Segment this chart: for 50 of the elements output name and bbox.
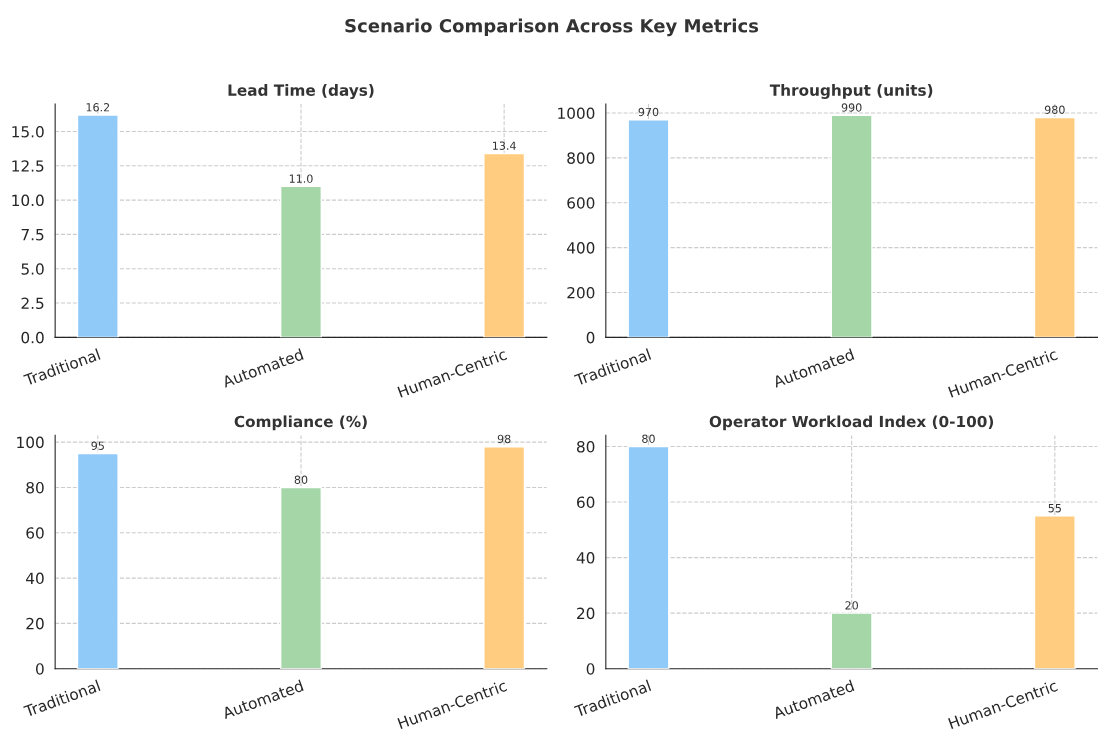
- y-tick-label: 200: [567, 286, 595, 299]
- y-tick-label: 0: [36, 663, 44, 675]
- y-tick-label: 15.0: [12, 125, 44, 138]
- data-label: 13.4: [493, 141, 516, 150]
- data-label: 970: [638, 107, 659, 117]
- y-tick-label: 0: [586, 663, 595, 675]
- data-label: 980: [1044, 105, 1065, 114]
- y-tick-label: 0: [586, 331, 595, 344]
- bar: [830, 612, 873, 669]
- y-tick-label: 40: [26, 572, 44, 585]
- y-tick-label: 800: [567, 152, 595, 164]
- data-label: 16.2: [86, 103, 110, 112]
- bar: [76, 114, 119, 338]
- y-tick-label: 400: [566, 242, 595, 254]
- data-label: 11.0: [289, 174, 313, 183]
- bar: [279, 185, 322, 338]
- data-label: 80: [294, 475, 308, 484]
- y-tick-label: 60: [577, 496, 595, 509]
- chart-title: Throughput (units): [769, 84, 933, 99]
- y-tick-label: 5.0: [21, 263, 44, 275]
- data-label: 95: [91, 441, 104, 450]
- chart-title: Compliance (%): [234, 415, 367, 431]
- y-tick-label: 40: [576, 552, 595, 564]
- bar: [279, 486, 322, 669]
- y-tick-label: 80: [26, 481, 44, 494]
- chart-title: Lead Time (days): [228, 84, 374, 99]
- y-tick-label: 10.0: [12, 194, 44, 207]
- data-label: 20: [845, 601, 858, 610]
- y-tick-label: 12.5: [12, 160, 44, 172]
- bar: [627, 445, 670, 669]
- y-tick-label: 20: [577, 607, 595, 620]
- y-tick-label: 2.5: [21, 297, 44, 310]
- y-tick-label: 20: [26, 617, 44, 630]
- data-label: 990: [841, 103, 862, 112]
- y-tick-label: 60: [26, 527, 44, 539]
- data-label: 98: [497, 434, 511, 444]
- bar: [483, 152, 526, 338]
- y-tick-label: 1000: [558, 107, 595, 120]
- y-tick-label: 600: [567, 197, 595, 209]
- bar: [1033, 515, 1076, 669]
- chart-title: Operator Workload Index (0-100): [709, 415, 994, 431]
- data-label: 55: [1048, 504, 1061, 513]
- y-tick-label: 0.0: [21, 331, 44, 344]
- text: Scenario Comparison Across Key Metrics: [345, 18, 759, 37]
- data-label: 80: [642, 434, 655, 443]
- bar: [76, 452, 119, 669]
- bar: [483, 445, 526, 669]
- y-tick-label: 100: [17, 436, 44, 449]
- y-tick-label: 7.5: [21, 229, 44, 241]
- y-tick-label: 80: [577, 440, 595, 453]
